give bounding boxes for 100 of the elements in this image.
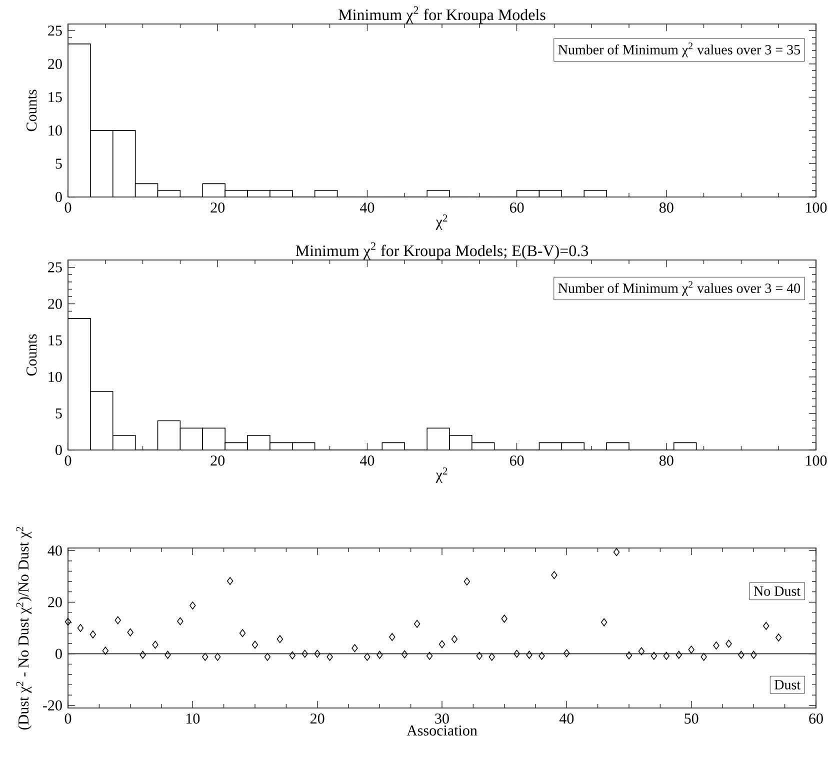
x-tick-label: 100	[806, 202, 827, 213]
point	[564, 649, 570, 658]
point	[326, 652, 333, 661]
point	[114, 616, 121, 624]
point	[650, 652, 658, 660]
point	[164, 650, 171, 659]
y-tick-label: 5	[56, 158, 62, 169]
x-tick-label: 20	[210, 202, 225, 213]
point	[663, 652, 670, 660]
x-tick-label: 20	[210, 456, 225, 466]
point	[389, 633, 396, 642]
point	[77, 624, 84, 632]
point	[214, 652, 221, 661]
y-tick-label: 25	[48, 26, 62, 36]
point	[252, 640, 258, 649]
y-tick-label: 20	[48, 597, 62, 608]
point	[488, 652, 495, 661]
y-tick-label: 10	[48, 372, 62, 382]
annotation: Dust	[774, 680, 800, 690]
point	[688, 646, 694, 654]
x-tick-label: 10	[186, 714, 200, 724]
annotation: No Dust	[754, 586, 800, 596]
point	[90, 630, 96, 638]
point	[102, 646, 108, 655]
point	[538, 652, 545, 660]
x-axis-title: χ$^{2}$	[436, 214, 448, 230]
point	[750, 650, 757, 659]
point	[226, 577, 234, 586]
x-tick-label: 60	[510, 202, 524, 213]
x-tick-label: 80	[659, 202, 674, 213]
point	[239, 629, 246, 638]
annotation: Number of Minimum χ$^{2}$ values over 3 = 35	[558, 42, 800, 58]
point	[127, 628, 134, 636]
point	[464, 578, 470, 586]
x-axis-title: Association	[406, 726, 478, 736]
y-tick-label: 5	[56, 408, 62, 418]
point	[64, 618, 72, 626]
point	[600, 618, 608, 626]
point	[190, 602, 196, 610]
point	[364, 652, 370, 661]
y-tick-label: 0	[56, 648, 62, 659]
point	[501, 614, 508, 623]
point	[613, 548, 620, 556]
x-tick-label: 0	[64, 714, 72, 724]
y-tick-label: 40	[48, 546, 62, 556]
point	[426, 652, 433, 660]
x-axis-title: χ$^{2}$	[436, 468, 448, 483]
point	[264, 652, 271, 661]
point	[177, 617, 184, 626]
y-tick-label: 15	[48, 335, 62, 346]
point	[514, 650, 520, 658]
x-tick-label: 30	[435, 714, 449, 724]
y-tick-label: 25	[48, 262, 62, 272]
point	[414, 620, 420, 628]
point	[451, 635, 458, 644]
y-tick-label: 0	[56, 192, 62, 202]
point	[402, 650, 408, 658]
y-tick-label: 0	[56, 444, 62, 456]
x-tick-label: 20	[310, 714, 324, 724]
point	[140, 650, 146, 659]
x-tick-label: 0	[64, 202, 72, 213]
point	[726, 640, 732, 648]
y-tick-label: 10	[48, 125, 62, 136]
y-tick-label: 20	[48, 58, 62, 69]
y-axis-title: Counts	[26, 90, 37, 132]
x-tick-label: 50	[684, 714, 698, 724]
chart-title: Minimum χ$^{2}$ for Kroupa Models; E(B-V)=0.3	[296, 242, 588, 260]
y-axis-title: Counts	[26, 334, 37, 376]
x-tick-label: 60	[809, 714, 823, 724]
annotation: Number of Minimum χ$^{2}$ values over 3 = 40	[558, 281, 800, 296]
point	[626, 651, 632, 660]
point	[763, 622, 770, 630]
point	[676, 650, 682, 659]
point	[438, 640, 446, 648]
chart-title: Minimum χ$^{2}$ for Kroupa Models	[338, 6, 546, 24]
y-axis-title: (Dust χ$^{2}$ - No Dust χ$^{2}$)/No Dust χ$^{2}$	[16, 526, 32, 730]
point	[700, 652, 707, 661]
y-tick-label: 15	[48, 92, 62, 102]
point	[638, 647, 645, 656]
point	[314, 650, 320, 658]
point	[376, 650, 383, 659]
x-tick-label: 60	[510, 456, 524, 466]
x-tick-label: 40	[360, 202, 374, 213]
point	[713, 642, 720, 650]
y-tick-label: -20	[43, 700, 62, 710]
point	[738, 650, 744, 659]
point	[302, 650, 308, 658]
x-tick-label: 100	[806, 456, 827, 466]
point	[352, 644, 358, 652]
x-tick-label: 80	[659, 456, 674, 466]
point	[289, 651, 296, 660]
point	[551, 571, 558, 580]
point	[476, 652, 482, 660]
point	[775, 634, 782, 642]
point	[202, 652, 208, 661]
x-tick-label: 0	[64, 456, 72, 466]
point	[152, 640, 158, 649]
point	[276, 635, 284, 644]
x-tick-label: 40	[360, 456, 374, 466]
point	[526, 650, 532, 659]
